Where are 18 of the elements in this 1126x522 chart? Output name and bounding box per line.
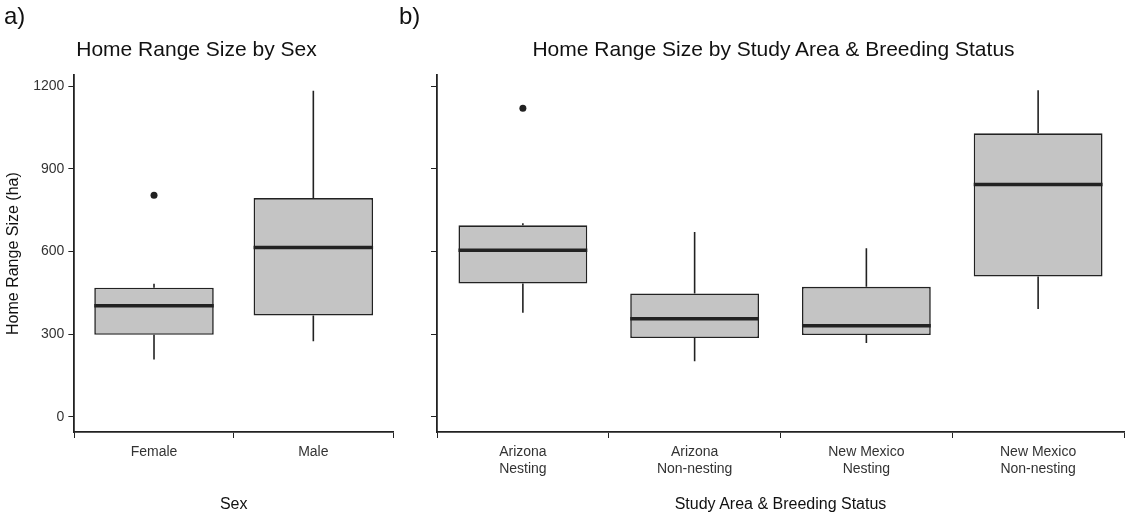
y-tick-label: 600 [40, 242, 65, 259]
x-tick-label: Male [298, 443, 329, 460]
y-tick-label: 300 [40, 325, 65, 342]
x-tick-label: Arizona Nesting [499, 443, 547, 477]
x-axis-title: Sex [219, 494, 248, 512]
x-tick-label: New Mexico Non-nesting [1000, 443, 1077, 477]
y-axis-title: Home Range Size (ha) [4, 172, 22, 335]
chart-title: Home Range Size by Sex [76, 37, 318, 61]
x-tick-label: Arizona Non-nesting [656, 443, 733, 477]
x-tick-label: New Mexico Nesting [828, 443, 905, 477]
x-axis-title: Study Area & Breeding Status [674, 494, 887, 512]
x-tick-label: Female [130, 443, 178, 460]
y-tick-label: 900 [40, 159, 65, 176]
y-tick-label: 0 [56, 407, 65, 424]
text: a) [4, 2, 26, 30]
y-tick-label: 1200 [33, 77, 65, 94]
chart-title: Home Range Size by Study Area & Breeding Status [532, 37, 1015, 61]
text: b) [399, 2, 421, 30]
